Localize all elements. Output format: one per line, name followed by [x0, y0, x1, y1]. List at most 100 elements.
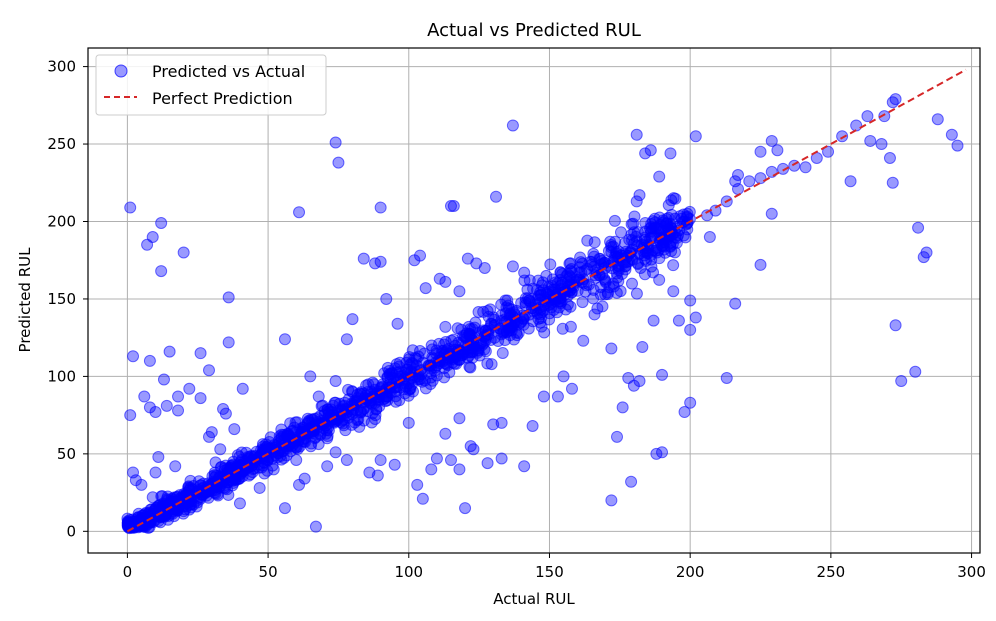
scatter-point [678, 406, 691, 419]
scatter-point [564, 320, 577, 333]
scatter-point [135, 478, 148, 491]
scatter-point [564, 300, 577, 313]
scatter-point [551, 390, 564, 403]
scatter-point [473, 349, 486, 362]
scatter-point [754, 172, 767, 185]
scatter-point [416, 492, 429, 505]
scatter-point [537, 390, 550, 403]
x-tick-label: 200 [676, 563, 705, 581]
x-tick-label: 250 [817, 563, 846, 581]
scatter-point [425, 463, 438, 476]
scatter-point [253, 481, 266, 494]
scatter-point [496, 347, 509, 360]
scatter-point [850, 119, 863, 132]
scatter-point [155, 265, 168, 278]
scatter-point [495, 452, 508, 465]
scatter-point [367, 378, 380, 391]
scatter-point [878, 110, 891, 123]
scatter-point [124, 201, 137, 214]
scatter-point [499, 334, 512, 347]
y-tick-label: 300 [47, 58, 76, 76]
scatter-point [588, 236, 601, 249]
scatter-point [342, 383, 355, 396]
scatter-point [277, 451, 290, 464]
scatter-point [125, 520, 138, 533]
scatter-point [488, 331, 501, 344]
scatter-point [647, 222, 660, 235]
scatter-point [656, 446, 669, 459]
scatter-point [124, 409, 137, 422]
scatter-point [595, 254, 608, 267]
scatter-point [162, 513, 175, 526]
scatter-point [374, 255, 387, 268]
y-tick-label: 0 [66, 522, 76, 540]
scatter-point [484, 303, 497, 316]
scatter-point [501, 294, 514, 307]
scatter-point [703, 230, 716, 243]
scatter-point [625, 475, 638, 488]
scatter-point [607, 280, 620, 293]
scatter-point [485, 358, 498, 371]
scatter-point [278, 502, 291, 515]
scatter-point [729, 297, 742, 310]
scatter-point [287, 424, 300, 437]
scatter-point [155, 217, 168, 230]
scatter-point [374, 454, 387, 467]
scatter-point [402, 416, 415, 429]
scatter-point [605, 342, 618, 355]
scatter-point [743, 175, 756, 188]
scatter-point [346, 313, 359, 326]
scatter-point [628, 237, 641, 250]
scatter-point [293, 206, 306, 219]
scatter-point [222, 336, 235, 349]
scatter-point [889, 319, 902, 332]
scatter-point [260, 442, 273, 455]
scatter-point [329, 375, 342, 388]
scatter-point [644, 144, 657, 157]
scatter-point [438, 349, 451, 362]
chart-title: Actual vs Predicted RUL [427, 20, 641, 41]
y-tick-label: 50 [57, 445, 76, 463]
scatter-point [608, 214, 621, 227]
scatter-point [895, 375, 908, 388]
scatter-point [612, 264, 625, 277]
scatter-point [194, 347, 207, 360]
scatter-point [127, 466, 140, 479]
scatter-point [630, 128, 643, 141]
scatter-point [875, 138, 888, 151]
scatter-point [633, 189, 646, 202]
scatter-point [309, 520, 322, 533]
scatter-point [518, 460, 531, 473]
y-axis-label: Predicted RUL [16, 247, 34, 353]
scatter-point [648, 212, 661, 225]
scatter-point [551, 306, 564, 319]
scatter-point [453, 353, 466, 366]
scatter-point [290, 454, 303, 467]
scatter-point [945, 128, 958, 141]
scatter-point [576, 296, 589, 309]
scatter-point [183, 503, 196, 516]
scatter-point [630, 195, 643, 208]
scatter-point [433, 272, 446, 285]
scatter-point [478, 261, 491, 274]
scatter-point [236, 382, 249, 395]
scatter-point [672, 314, 685, 327]
scatter-point [439, 320, 452, 333]
scatter-point [228, 423, 241, 436]
scatter-point [160, 399, 173, 412]
scatter-point [754, 145, 767, 158]
scatter-point [391, 317, 404, 330]
scatter-point [684, 294, 697, 307]
scatter-point [214, 469, 227, 482]
scatter-point [370, 403, 383, 416]
scatter-point [445, 334, 458, 347]
scatter-point [611, 271, 624, 284]
scatter-point [602, 245, 615, 257]
scatter-point [184, 482, 197, 494]
scatter-point [203, 364, 215, 377]
scatter-point [477, 305, 490, 318]
y-tick-label: 100 [47, 367, 76, 385]
scatter-point [523, 274, 536, 287]
scatter-point [329, 136, 342, 149]
